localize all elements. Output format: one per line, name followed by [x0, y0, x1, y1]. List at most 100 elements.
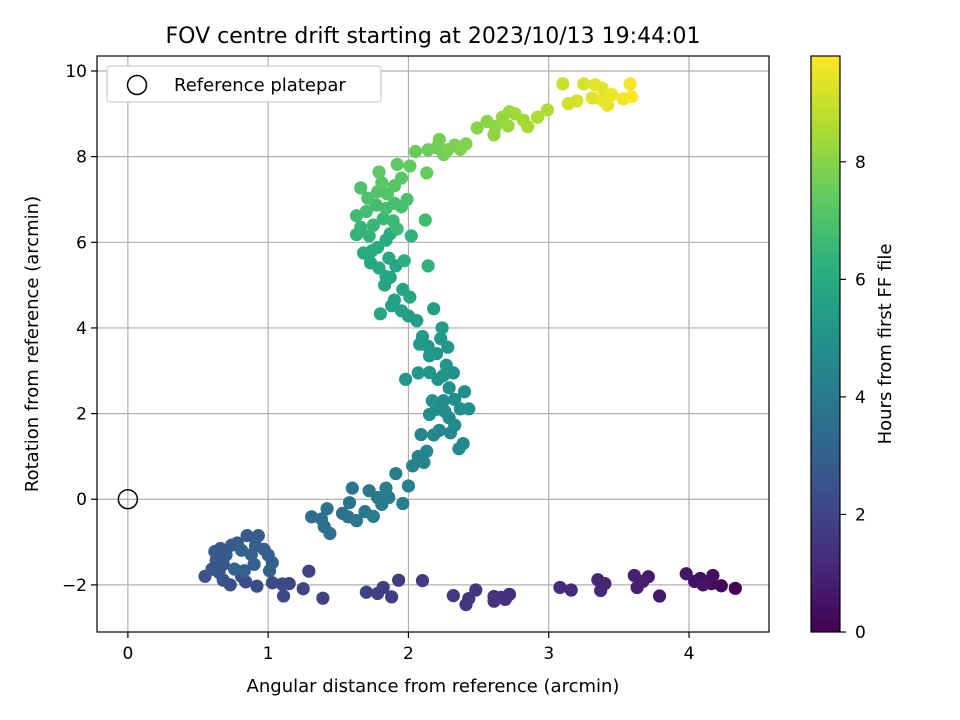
data-point: [601, 98, 615, 112]
data-point: [397, 254, 411, 268]
data-point: [420, 444, 434, 458]
data-point: [403, 290, 417, 304]
data-point: [462, 591, 476, 606]
x-tick-label: 2: [403, 644, 414, 664]
data-point: [392, 573, 406, 587]
data-point: [275, 577, 289, 591]
data-point: [422, 349, 437, 363]
data-point: [411, 366, 425, 380]
plot-area: [96, 55, 770, 633]
x-axis-label: Angular distance from reference (arcmin): [247, 676, 620, 697]
data-point: [595, 81, 609, 95]
data-point: [456, 436, 470, 451]
data-point: [436, 368, 451, 383]
data-point: [361, 191, 375, 205]
data-point: [390, 157, 404, 171]
colorbar-tick-label: 6: [855, 270, 866, 290]
data-point: [623, 77, 637, 91]
data-point: [372, 165, 386, 179]
data-point: [630, 580, 644, 595]
data-point: [227, 562, 242, 576]
data-point: [421, 259, 435, 273]
data-point: [234, 543, 249, 557]
data-point: [442, 381, 456, 395]
data-point: [652, 589, 667, 603]
legend: Reference platepar: [106, 65, 382, 103]
reference-platepar-marker: [117, 488, 139, 510]
data-point: [487, 128, 501, 142]
y-axis-label: Rotation from reference (arcmin): [22, 196, 43, 492]
data-point: [401, 479, 416, 493]
data-point: [387, 293, 402, 307]
data-point: [420, 166, 434, 180]
data-point: [422, 407, 437, 422]
y-tick-label: 8: [76, 148, 87, 168]
data-point: [417, 455, 431, 470]
data-point: [382, 490, 396, 505]
data-point: [706, 568, 720, 583]
colorbar: 0 2 4 6 8 Hours from first FF file: [810, 55, 896, 643]
data-point: [366, 509, 380, 523]
data-point: [354, 181, 368, 195]
data-point: [605, 87, 619, 102]
colorbar-gradient: [810, 55, 841, 633]
data-point: [459, 137, 473, 151]
colorbar-tick-label: 0: [855, 623, 866, 643]
data-point: [501, 119, 515, 133]
data-point: [305, 510, 319, 524]
x-tick-label: 3: [543, 644, 554, 664]
data-point: [403, 159, 417, 173]
data-point: [436, 394, 451, 408]
data-point: [359, 204, 373, 219]
plot-frame: [96, 55, 770, 633]
data-point: [487, 589, 501, 604]
legend-marker-icon: [126, 74, 148, 96]
data-points: [198, 77, 742, 612]
data-point: [323, 526, 337, 541]
x-tick-label: 4: [684, 644, 695, 664]
data-point: [345, 481, 359, 495]
data-point: [359, 585, 373, 599]
y-tick-label: 0: [76, 490, 87, 510]
colorbar-tick-label: 8: [855, 153, 866, 173]
data-point: [441, 143, 455, 157]
data-point: [414, 427, 428, 442]
data-point: [432, 132, 446, 147]
data-point: [570, 94, 584, 108]
data-point: [434, 332, 448, 346]
y-tick-label: −2: [62, 576, 87, 596]
colorbar-tick-label: 4: [855, 388, 866, 408]
data-point: [577, 77, 591, 91]
data-point: [370, 586, 385, 601]
data-point: [413, 337, 427, 351]
data-point: [213, 541, 228, 556]
data-point: [457, 385, 472, 399]
data-point: [435, 321, 449, 335]
data-point: [627, 568, 641, 583]
data-point: [427, 302, 441, 316]
data-point: [237, 564, 251, 578]
chart-title: FOV centre drift starting at 2023/10/13 …: [166, 24, 701, 49]
data-point: [376, 212, 390, 226]
data-point: [714, 579, 728, 593]
legend-box: [106, 65, 382, 103]
data-point: [540, 103, 554, 117]
data-point: [363, 256, 378, 270]
data-point: [394, 304, 409, 318]
y-tick-label: 10: [65, 62, 87, 82]
data-point: [422, 365, 437, 380]
data-point: [448, 392, 462, 407]
x-tick-label: 1: [263, 644, 274, 664]
data-point: [265, 576, 279, 590]
data-point: [553, 580, 567, 595]
data-point: [390, 222, 404, 236]
colorbar-tick-label: 2: [855, 505, 866, 525]
data-point: [462, 402, 476, 416]
data-point: [396, 496, 410, 511]
data-point: [389, 466, 403, 481]
x-tick-label: 0: [122, 644, 133, 664]
data-point: [320, 502, 334, 516]
data-point: [530, 110, 545, 124]
data-point: [418, 213, 432, 227]
data-point: [250, 579, 264, 593]
